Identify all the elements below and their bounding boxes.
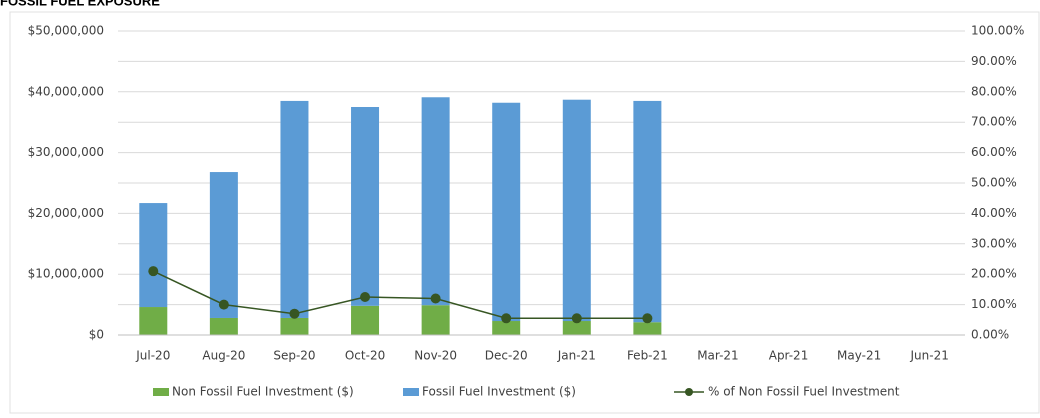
legend-swatch — [403, 388, 419, 396]
bar — [209, 317, 238, 335]
y2-tick-label: 50.00% — [971, 176, 1017, 190]
legend-label: % of Non Fossil Fuel Investment — [708, 385, 900, 399]
x-tick-label: Apr-21 — [769, 349, 809, 363]
y2-tick-label: 0.00% — [971, 328, 1009, 342]
y2-tick-label: 20.00% — [971, 267, 1017, 281]
bar — [139, 203, 168, 308]
bar — [421, 97, 450, 306]
x-tick-label: Nov-20 — [414, 349, 457, 363]
line — [152, 270, 648, 320]
x-tick-label: Jan-21 — [557, 349, 596, 363]
y-tick-label: $10,000,000 — [28, 267, 104, 281]
legend-swatch — [685, 388, 693, 396]
bar — [633, 100, 662, 323]
y-tick-label: $50,000,000 — [28, 24, 104, 38]
x-tick-label: Aug-20 — [202, 349, 245, 363]
line-marker — [289, 308, 300, 319]
bar — [139, 307, 168, 335]
legend-swatch — [153, 388, 169, 396]
y-tick-label: $0 — [89, 328, 104, 342]
y2-tick-label: 70.00% — [971, 115, 1017, 129]
y2-tick-label: 30.00% — [971, 236, 1017, 250]
bar — [280, 100, 309, 318]
y2-tick-label: 80.00% — [971, 84, 1017, 98]
bar — [209, 172, 238, 318]
bar — [562, 99, 591, 322]
bar — [351, 305, 380, 335]
chart-title: FOSSIL FUEL EXPOSURE — [0, 0, 160, 8]
bar — [633, 322, 662, 335]
y2-tick-label: 40.00% — [971, 206, 1017, 220]
legend-label: Fossil Fuel Investment ($) — [422, 385, 576, 399]
x-tick-label: Jul-20 — [135, 349, 170, 363]
bar — [492, 321, 521, 335]
y-tick-label: $40,000,000 — [28, 84, 104, 98]
y2-tick-label: 60.00% — [971, 145, 1017, 159]
y-tick-label: $30,000,000 — [28, 145, 104, 159]
line-marker — [430, 293, 441, 304]
line-marker — [360, 292, 371, 302]
x-tick-label: Mar-21 — [697, 349, 738, 363]
y2-tick-label: 100.00% — [971, 24, 1024, 38]
bar — [280, 317, 309, 335]
legend-label: Non Fossil Fuel Investment ($) — [172, 385, 354, 399]
bar — [492, 102, 521, 322]
bar — [562, 321, 591, 335]
x-tick-label: Oct-20 — [345, 349, 385, 363]
x-tick-label: Dec-20 — [485, 349, 528, 363]
chart-frame — [9, 11, 1040, 414]
line-marker — [148, 266, 159, 277]
y2-tick-label: 10.00% — [971, 297, 1017, 311]
line-marker — [218, 299, 229, 310]
x-tick-label: May-21 — [837, 349, 881, 363]
line-marker — [501, 313, 512, 324]
bar — [351, 107, 380, 306]
x-tick-label: Jun-21 — [910, 349, 949, 363]
x-tick-label: Sep-20 — [273, 349, 315, 363]
line-marker — [642, 313, 653, 324]
x-tick-label: Feb-21 — [627, 349, 668, 363]
y2-tick-label: 90.00% — [971, 54, 1017, 68]
y-tick-label: $20,000,000 — [28, 206, 104, 220]
bar — [421, 305, 450, 335]
line-marker — [571, 313, 582, 324]
